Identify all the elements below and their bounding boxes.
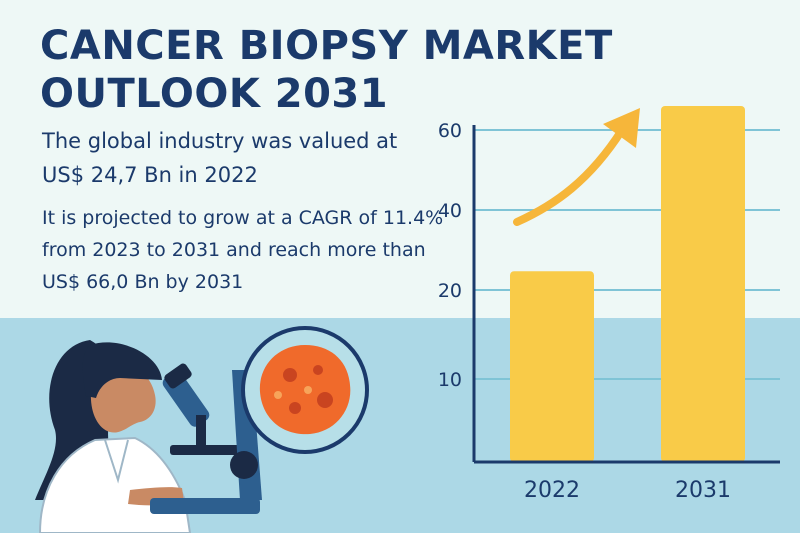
growth-arrow-icon <box>513 108 640 226</box>
scientist-icon <box>35 340 192 533</box>
y-tick-label: 60 <box>438 120 462 142</box>
y-tick-label: 10 <box>438 369 462 391</box>
page-title: CANCER BIOPSY MARKET OUTLOOK 2031 <box>40 22 640 118</box>
x-tick-label: 2022 <box>524 478 580 503</box>
x-tick-label: 2031 <box>675 478 731 503</box>
valuation-statement: The global industry was valued at US$ 24… <box>42 129 398 187</box>
title-line-2: OUTLOOK 2031 <box>40 71 389 117</box>
scientist-microscope-illustration <box>35 326 369 533</box>
y-tick-label: 20 <box>438 280 462 302</box>
title-line-1: CANCER BIOPSY MARKET <box>40 23 613 69</box>
y-tick-labels: 10 20 40 60 <box>438 120 462 391</box>
chart-bars <box>510 106 745 462</box>
projection-statement: It is projected to grow at a CAGR of 11.… <box>42 207 444 293</box>
bar-2031 <box>661 106 745 462</box>
bar-2022 <box>510 271 594 462</box>
x-tick-labels: 2022 2031 <box>524 478 731 503</box>
y-tick-label: 40 <box>438 200 462 222</box>
cancer-cell-icon <box>241 326 369 454</box>
